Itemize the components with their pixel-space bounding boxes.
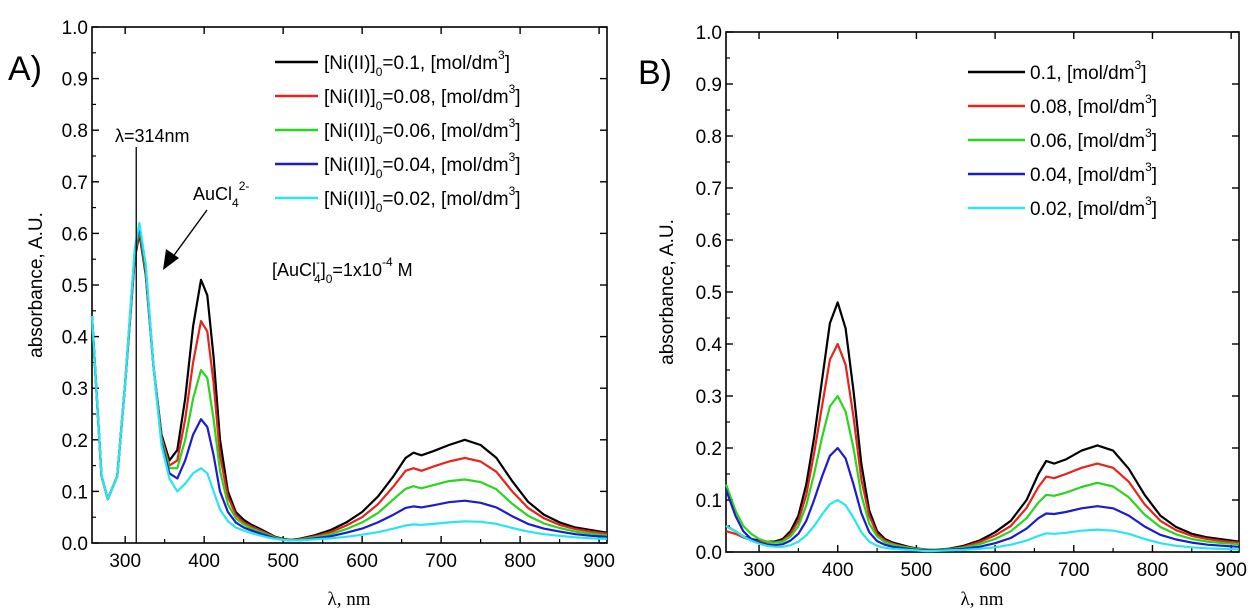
panel-b-x-tick-label: 600: [979, 560, 1011, 581]
panel-b: 300 400 500 600 700 800 900 0.0 0.1 0.2 0.3 0.4 0.5…: [638, 23, 1247, 610]
panel-b-x-ticks: 300 400 500 600 700 800 900: [743, 32, 1247, 581]
panel-a-y-axis-title: absorbance, A.U.: [26, 212, 47, 358]
panel-a-x-tick-label: 600: [346, 551, 378, 572]
panel-b-x-tick-label: 500: [901, 560, 933, 581]
panel-a-y-tick-label: 0.0: [62, 534, 88, 555]
panel-a-wavelength-annotation: λ=314nm: [115, 126, 190, 146]
panel-a-y-tick-label: 0.2: [62, 431, 88, 452]
panel-b-y-tick-label: 0.0: [696, 543, 722, 564]
panel-b-label: B): [638, 54, 672, 92]
panel-a-y-tick-label: 0.7: [62, 173, 88, 194]
panel-b-legend-label: 0.08, [mol/dm3]: [1030, 92, 1157, 118]
panel-a-x-tick-label: 700: [425, 551, 457, 572]
panel-b-plot-frame: [725, 31, 1240, 553]
panel-b-legend-label: 0.06, [mol/dm3]: [1030, 126, 1157, 152]
panel-a-y-ticks: 0.0 0.1 0.2 0.3 0.4 0.5 0.6 0.7 0.8 0.9 1.0: [62, 18, 607, 555]
panel-a-y-tick-label: 0.8: [62, 121, 88, 142]
panel-b-curves: [724, 301, 1240, 553]
panel-b-legend-label: 0.1, [mol/dm3]: [1030, 58, 1147, 84]
panel-b-y-tick-label: 0.5: [696, 283, 722, 304]
panel-a-y-tick-label: 0.9: [62, 70, 88, 91]
panel-b-x-tick-label: 400: [822, 560, 854, 581]
panel-b-legend-label: 0.02, [mol/dm3]: [1030, 194, 1157, 220]
panel-b-y-tick-label: 0.2: [696, 439, 722, 460]
panel-a-legend-label: [Ni(II)]0=0.02, [mol/dm3]: [324, 184, 521, 215]
panel-a-y-tick-label: 0.4: [62, 328, 89, 349]
panel-a-arrow-shaft: [171, 209, 208, 259]
panel-a-legend-label: [Ni(II)]0=0.08, [mol/dm3]: [324, 82, 521, 113]
panel-b-y-tick-label: 0.7: [696, 179, 722, 200]
panel-a-series-line-5: [90, 222, 608, 542]
panel-b-legend: 0.1, [mol/dm3] 0.08, [mol/dm3] 0.06, [mol/…: [968, 58, 1157, 220]
panel-b-x-tick-label: 300: [743, 560, 775, 581]
panel-a-x-tick-label: 400: [188, 551, 220, 572]
panel-a-legend-label: [Ni(II)]0=0.1, [mol/dm3]: [324, 48, 510, 79]
panel-a-x-tick-label: 800: [504, 551, 536, 572]
panel-b-y-tick-label: 1.0: [696, 23, 722, 44]
panel-b-legend-label: 0.04, [mol/dm3]: [1030, 160, 1157, 186]
panel-b-y-tick-label: 0.8: [696, 127, 722, 148]
panel-b-x-axis-title: λ, nm: [961, 589, 1004, 610]
panel-b-series-line-5: [725, 498, 1240, 553]
panel-a-legend-label: [Ni(II)]0=0.06, [mol/dm3]: [324, 116, 521, 147]
panel-a-y-tick-label: 0.5: [62, 276, 88, 297]
panel-a-x-tick-label: 500: [267, 551, 299, 572]
panel-a-label: A): [8, 50, 42, 88]
panel-b-y-tick-label: 0.9: [696, 75, 722, 96]
panel-a-y-tick-label: 0.1: [62, 482, 88, 503]
panel-b-x-tick-label: 700: [1058, 560, 1090, 581]
panel-a-x-tick-label: 900: [583, 551, 615, 572]
panel-b-x-tick-label: 800: [1137, 560, 1169, 581]
panel-a-concentration-note: [AuCl-4]0=1x10-4 M: [272, 255, 413, 286]
panel-a-x-tick-label: 300: [109, 551, 141, 572]
panel-a-legend-label: [Ni(II)]0=0.04, [mol/dm3]: [324, 150, 521, 181]
panel-a-x-axis-title: λ, nm: [328, 589, 371, 610]
panel-a-arrow-head: [163, 249, 179, 270]
panel-a-x-ticks: 300 400 500 600 700 800 900: [109, 27, 615, 572]
panel-a-aucl4-annotation: AuCl42-: [193, 179, 249, 210]
panel-b-y-tick-label: 0.1: [696, 491, 722, 512]
panel-a-y-tick-label: 0.3: [62, 379, 88, 400]
panel-a-y-tick-label: 0.6: [62, 224, 88, 245]
panel-b-y-tick-label: 0.3: [696, 387, 722, 408]
panel-a-legend: [Ni(II)]0=0.1, [mol/dm3][Ni(II)]0=0.08, …: [275, 48, 521, 215]
panel-b-x-tick-label: 900: [1215, 560, 1247, 581]
panel-b-y-axis-title: absorbance, A.U.: [657, 219, 678, 365]
panel-a: 300 400 500 600 700 800 900 0.0 0.1 0.2 0.3 0.4 0.5…: [8, 18, 615, 610]
panel-b-y-tick-label: 0.6: [696, 231, 722, 252]
panel-b-y-tick-label: 0.4: [696, 335, 723, 356]
panel-b-y-ticks: 0.0 0.1 0.2 0.3 0.4 0.5 0.6 0.7 0.8 0.9 1.0: [696, 23, 1239, 564]
panel-a-curves: [90, 222, 608, 542]
panel-a-y-tick-label: 1.0: [62, 18, 88, 39]
